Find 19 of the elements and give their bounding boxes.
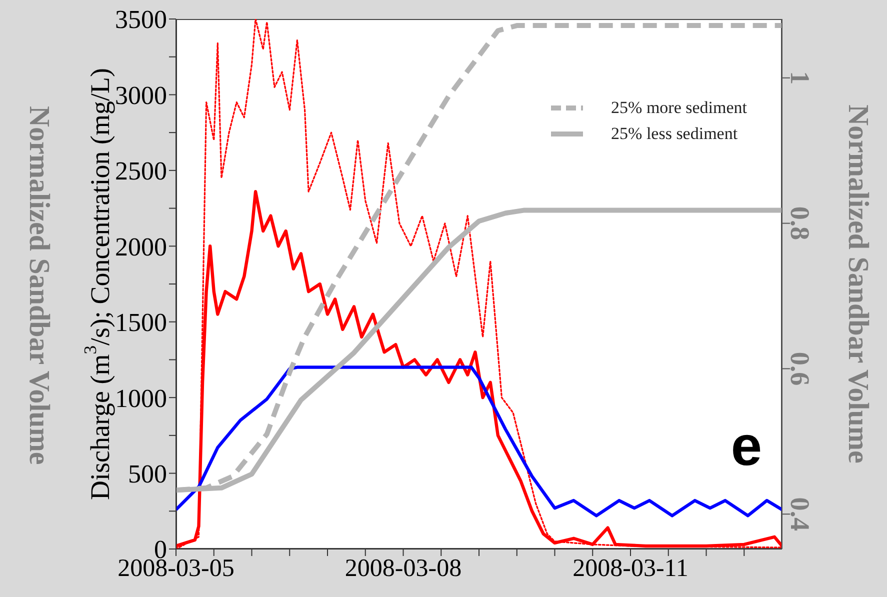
annotation: e [730,414,762,477]
x-tick-label: 2008-03-08 [344,554,462,582]
line-series [176,366,782,518]
text: Normalized Sandbar Volume [23,104,55,466]
y2-tick-label: 1 [785,71,815,85]
y-tick-label: 3500 [115,5,167,34]
y2-axis-title: Normalized Sandbar Volume [842,104,874,464]
y-tick-label: 3000 [115,80,167,110]
legend-label: 25% more sediment [611,97,747,119]
y-tick-label: 1500 [115,308,167,338]
y-tick-label: 2000 [115,232,167,262]
legend-label: 25% less sediment [611,123,738,145]
y-tick-label: 1000 [115,384,167,413]
y-tick-label: 2500 [115,156,167,186]
y2-tick-label: 0.6 [785,352,815,386]
x-tick-label: 2008-03-11 [572,554,688,582]
y-tick-label: 500 [128,460,167,489]
y2-tick-label: 0.8 [785,206,815,240]
y2-tick-label: 0.4 [785,497,815,531]
